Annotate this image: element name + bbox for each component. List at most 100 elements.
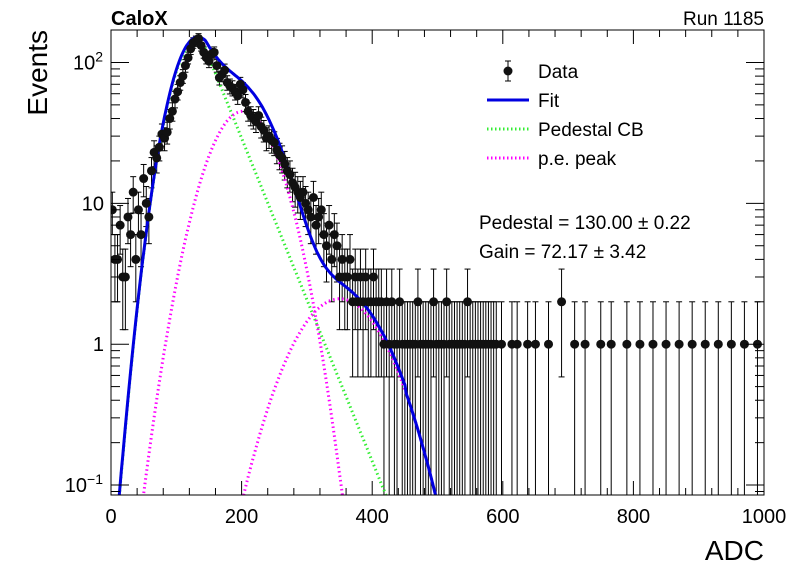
data-point bbox=[165, 114, 175, 124]
data-point bbox=[241, 97, 251, 107]
data-point bbox=[126, 230, 136, 240]
data-point bbox=[133, 205, 143, 215]
x-tick-label: 1000 bbox=[742, 506, 787, 528]
data-point bbox=[254, 111, 264, 121]
x-tick-label: 400 bbox=[356, 506, 389, 528]
fit-result-gain: Gain = 72.17 ± 3.42 bbox=[479, 242, 646, 263]
title-left: CaloX bbox=[111, 8, 168, 30]
data-point bbox=[212, 61, 222, 71]
y-tick-label: 102 bbox=[73, 48, 103, 74]
data-point bbox=[136, 230, 146, 240]
fit-result-pedestal: Pedestal = 130.00 ± 0.22 bbox=[479, 213, 691, 234]
data-point bbox=[530, 339, 540, 349]
data-point bbox=[463, 297, 473, 307]
data-point bbox=[139, 174, 149, 184]
data-point bbox=[442, 297, 452, 307]
x-tick-label: 800 bbox=[617, 506, 650, 528]
data-point bbox=[395, 297, 405, 307]
data-point bbox=[146, 166, 156, 176]
data-point bbox=[152, 153, 162, 163]
x-tick-label: 0 bbox=[105, 506, 116, 528]
data-point bbox=[308, 192, 318, 202]
legend-marker bbox=[503, 66, 513, 76]
y-tick-label: 10−1 bbox=[65, 471, 103, 497]
data-point bbox=[167, 106, 177, 116]
data-point bbox=[285, 170, 295, 180]
data-point bbox=[332, 241, 342, 251]
x-tick-label: 200 bbox=[225, 506, 258, 528]
data-point bbox=[319, 230, 329, 240]
y-tick-label: 1 bbox=[93, 334, 104, 356]
data-point bbox=[369, 272, 379, 282]
data-point bbox=[648, 339, 658, 349]
data-point bbox=[361, 272, 371, 282]
legend-label: Fit bbox=[538, 91, 560, 112]
legend-label: Pedestal CB bbox=[538, 120, 644, 141]
data-point bbox=[154, 142, 164, 152]
data-point bbox=[687, 339, 697, 349]
data-point bbox=[314, 212, 324, 222]
legend-label: Data bbox=[538, 62, 579, 83]
data-point bbox=[329, 230, 339, 240]
plot-frame bbox=[110, 29, 765, 496]
data-point bbox=[324, 220, 334, 230]
legend-item-fit: Fit bbox=[487, 91, 560, 112]
data-point bbox=[178, 71, 188, 81]
data-point bbox=[280, 159, 290, 169]
data-point bbox=[342, 272, 352, 282]
data-point bbox=[180, 61, 190, 71]
data-point bbox=[303, 205, 313, 215]
data-point bbox=[661, 339, 671, 349]
data-point bbox=[622, 339, 632, 349]
data-point bbox=[194, 33, 204, 43]
plot-area bbox=[111, 33, 762, 495]
data-point bbox=[413, 297, 423, 307]
data-point bbox=[238, 85, 248, 95]
data-point bbox=[233, 91, 243, 101]
data-point bbox=[173, 87, 183, 97]
data-point bbox=[298, 187, 308, 197]
data-point bbox=[512, 339, 522, 349]
data-point bbox=[196, 40, 206, 50]
data-point bbox=[387, 297, 397, 307]
data-point bbox=[120, 272, 130, 282]
data-point bbox=[131, 254, 141, 264]
data-point bbox=[596, 339, 606, 349]
data-point bbox=[345, 254, 355, 264]
data-point bbox=[713, 339, 723, 349]
data-point bbox=[429, 297, 439, 307]
data-point bbox=[128, 187, 138, 197]
data-point bbox=[337, 254, 347, 264]
data-point bbox=[674, 339, 684, 349]
data-point bbox=[327, 254, 337, 264]
data-point bbox=[269, 138, 279, 148]
data-point bbox=[739, 339, 749, 349]
fit-results: Pedestal = 130.00 ± 0.22 Gain = 72.17 ± 3… bbox=[479, 213, 691, 263]
data-point bbox=[170, 94, 180, 104]
data-point bbox=[316, 205, 326, 215]
data-point bbox=[220, 65, 230, 75]
y-tick-label: 10 bbox=[82, 193, 104, 215]
x-tick-label: 600 bbox=[486, 506, 519, 528]
data-points bbox=[111, 33, 762, 349]
data-point bbox=[204, 56, 214, 66]
data-point bbox=[635, 339, 645, 349]
legend-item-pedestal-cb: Pedestal CB bbox=[487, 120, 644, 141]
data-point bbox=[726, 339, 736, 349]
data-point bbox=[580, 339, 590, 349]
data-point bbox=[321, 241, 331, 251]
x-axis-label: ADC bbox=[705, 535, 764, 566]
data-point bbox=[144, 212, 154, 222]
data-point bbox=[183, 53, 193, 63]
data-point bbox=[557, 297, 567, 307]
data-point bbox=[123, 212, 133, 222]
data-point bbox=[496, 339, 506, 349]
legend-item-p-e-peak: p.e. peak bbox=[487, 149, 617, 170]
data-point bbox=[606, 339, 616, 349]
data-point bbox=[544, 339, 554, 349]
data-point bbox=[523, 339, 533, 349]
data-point bbox=[306, 212, 316, 222]
data-point bbox=[115, 220, 125, 230]
